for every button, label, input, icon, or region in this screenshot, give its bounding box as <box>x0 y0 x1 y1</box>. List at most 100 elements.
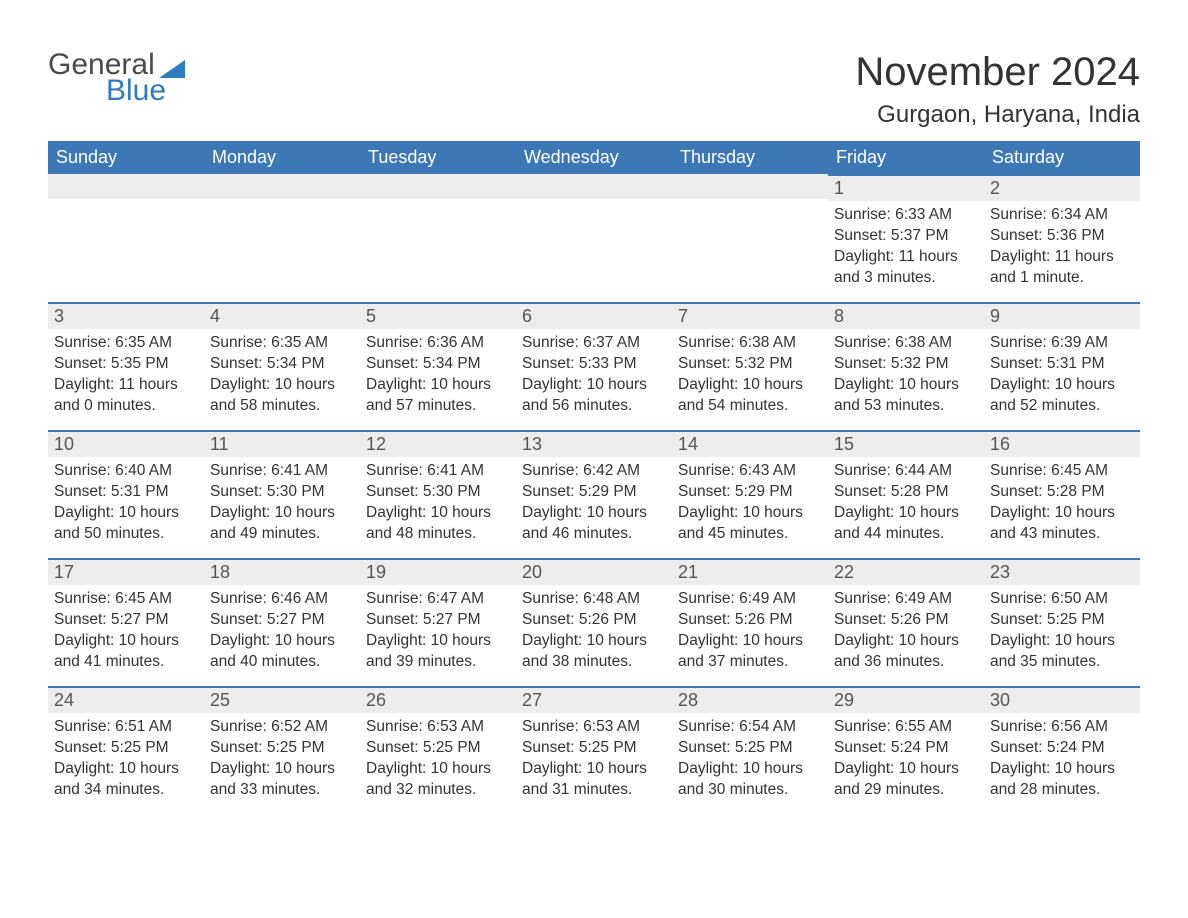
daylight-text: and 29 minutes. <box>834 780 978 801</box>
empty-day <box>672 174 828 199</box>
table-row: 10Sunrise: 6:40 AMSunset: 5:31 PMDayligh… <box>48 430 1140 558</box>
calendar-cell <box>48 174 204 302</box>
daylight-text: Daylight: 11 hours <box>54 375 198 396</box>
sunrise-text: Sunrise: 6:47 AM <box>366 589 510 610</box>
col-header: Tuesday <box>360 141 516 174</box>
sunrise-text: Sunrise: 6:45 AM <box>990 461 1134 482</box>
col-header: Thursday <box>672 141 828 174</box>
sunset-text: Sunset: 5:36 PM <box>990 226 1134 247</box>
daylight-text: Daylight: 10 hours <box>522 631 666 652</box>
day-number: 24 <box>48 686 204 713</box>
daylight-text: and 35 minutes. <box>990 652 1134 673</box>
calendar-cell: 3Sunrise: 6:35 AMSunset: 5:35 PMDaylight… <box>48 302 204 430</box>
daylight-text: Daylight: 10 hours <box>678 503 822 524</box>
empty-day <box>516 174 672 199</box>
day-data: Sunrise: 6:41 AMSunset: 5:30 PMDaylight:… <box>204 457 360 551</box>
day-data: Sunrise: 6:41 AMSunset: 5:30 PMDaylight:… <box>360 457 516 551</box>
daylight-text: and 48 minutes. <box>366 524 510 545</box>
sunrise-text: Sunrise: 6:49 AM <box>834 589 978 610</box>
day-data: Sunrise: 6:51 AMSunset: 5:25 PMDaylight:… <box>48 713 204 807</box>
sunset-text: Sunset: 5:34 PM <box>210 354 354 375</box>
day-number: 15 <box>828 430 984 457</box>
table-row: 24Sunrise: 6:51 AMSunset: 5:25 PMDayligh… <box>48 686 1140 814</box>
daylight-text: and 28 minutes. <box>990 780 1134 801</box>
day-data: Sunrise: 6:56 AMSunset: 5:24 PMDaylight:… <box>984 713 1140 807</box>
calendar-cell: 23 Sunrise: 6:50 AMSunset: 5:25 PMDayligh… <box>984 558 1140 686</box>
daylight-text: and 44 minutes. <box>834 524 978 545</box>
daylight-text: and 54 minutes. <box>678 396 822 417</box>
calendar-cell: 24Sunrise: 6:51 AMSunset: 5:25 PMDayligh… <box>48 686 204 814</box>
daylight-text: Daylight: 10 hours <box>366 375 510 396</box>
day-number: 18 <box>204 558 360 585</box>
day-number: 21 <box>672 558 828 585</box>
sunset-text: Sunset: 5:30 PM <box>210 482 354 503</box>
col-header: Monday <box>204 141 360 174</box>
sunrise-text: Sunrise: 6:50 AM <box>990 589 1134 610</box>
day-number: 25 <box>204 686 360 713</box>
table-row: 1Sunrise: 6:33 AMSunset: 5:37 PMDaylight… <box>48 174 1140 302</box>
day-data: Sunrise: 6:35 AMSunset: 5:34 PMDaylight:… <box>204 329 360 423</box>
calendar-cell: 10Sunrise: 6:40 AMSunset: 5:31 PMDayligh… <box>48 430 204 558</box>
day-number: 6 <box>516 302 672 329</box>
daylight-text: Daylight: 10 hours <box>366 759 510 780</box>
daylight-text: and 38 minutes. <box>522 652 666 673</box>
sunset-text: Sunset: 5:34 PM <box>366 354 510 375</box>
day-data: Sunrise: 6:48 AMSunset: 5:26 PMDaylight:… <box>516 585 672 679</box>
table-row: 3Sunrise: 6:35 AMSunset: 5:35 PMDaylight… <box>48 302 1140 430</box>
day-number: 4 <box>204 302 360 329</box>
day-number: 14 <box>672 430 828 457</box>
sunset-text: Sunset: 5:33 PM <box>522 354 666 375</box>
sunset-text: Sunset: 5:26 PM <box>834 610 978 631</box>
header: General Blue November 2024 Gurgaon, Hary… <box>48 50 1140 129</box>
empty-day <box>48 174 204 199</box>
day-number: 16 <box>984 430 1140 457</box>
calendar-cell: 28Sunrise: 6:54 AMSunset: 5:25 PMDayligh… <box>672 686 828 814</box>
sunrise-text: Sunrise: 6:54 AM <box>678 717 822 738</box>
day-number: 23 <box>984 558 1140 585</box>
empty-day <box>204 174 360 199</box>
daylight-text: Daylight: 10 hours <box>522 375 666 396</box>
daylight-text: and 57 minutes. <box>366 396 510 417</box>
calendar-body: 1Sunrise: 6:33 AMSunset: 5:37 PMDaylight… <box>48 174 1140 814</box>
sunrise-text: Sunrise: 6:39 AM <box>990 333 1134 354</box>
sunset-text: Sunset: 5:25 PM <box>678 738 822 759</box>
sunset-text: Sunset: 5:29 PM <box>522 482 666 503</box>
calendar-cell <box>516 174 672 302</box>
day-data: Sunrise: 6:55 AMSunset: 5:24 PMDaylight:… <box>828 713 984 807</box>
day-number: 26 <box>360 686 516 713</box>
day-data: Sunrise: 6:49 AMSunset: 5:26 PMDaylight:… <box>672 585 828 679</box>
calendar-cell <box>204 174 360 302</box>
calendar-cell: 20Sunrise: 6:48 AMSunset: 5:26 PMDayligh… <box>516 558 672 686</box>
daylight-text: Daylight: 10 hours <box>210 375 354 396</box>
day-number: 5 <box>360 302 516 329</box>
daylight-text: and 1 minute. <box>990 268 1134 289</box>
daylight-text: Daylight: 10 hours <box>834 503 978 524</box>
col-header: Friday <box>828 141 984 174</box>
daylight-text: Daylight: 10 hours <box>678 631 822 652</box>
calendar-cell: 5Sunrise: 6:36 AMSunset: 5:34 PMDaylight… <box>360 302 516 430</box>
location: Gurgaon, Haryana, India <box>855 101 1140 129</box>
day-number: 27 <box>516 686 672 713</box>
daylight-text: Daylight: 10 hours <box>990 375 1134 396</box>
calendar-cell: 29Sunrise: 6:55 AMSunset: 5:24 PMDayligh… <box>828 686 984 814</box>
calendar-cell: 2Sunrise: 6:34 AMSunset: 5:36 PMDaylight… <box>984 174 1140 302</box>
daylight-text: and 41 minutes. <box>54 652 198 673</box>
calendar-cell: 13Sunrise: 6:42 AMSunset: 5:29 PMDayligh… <box>516 430 672 558</box>
sunrise-text: Sunrise: 6:35 AM <box>210 333 354 354</box>
sunset-text: Sunset: 5:27 PM <box>210 610 354 631</box>
calendar-cell: 14Sunrise: 6:43 AMSunset: 5:29 PMDayligh… <box>672 430 828 558</box>
sunset-text: Sunset: 5:25 PM <box>990 610 1134 631</box>
sunset-text: Sunset: 5:25 PM <box>54 738 198 759</box>
daylight-text: Daylight: 10 hours <box>678 375 822 396</box>
sunrise-text: Sunrise: 6:38 AM <box>678 333 822 354</box>
daylight-text: and 0 minutes. <box>54 396 198 417</box>
calendar-cell: 12Sunrise: 6:41 AMSunset: 5:30 PMDayligh… <box>360 430 516 558</box>
daylight-text: Daylight: 10 hours <box>522 759 666 780</box>
calendar-cell: 30Sunrise: 6:56 AMSunset: 5:24 PMDayligh… <box>984 686 1140 814</box>
calendar-cell <box>672 174 828 302</box>
day-number: 9 <box>984 302 1140 329</box>
sunrise-text: Sunrise: 6:53 AM <box>366 717 510 738</box>
daylight-text: Daylight: 10 hours <box>990 631 1134 652</box>
calendar-cell: 18Sunrise: 6:46 AMSunset: 5:27 PMDayligh… <box>204 558 360 686</box>
calendar-cell: 1Sunrise: 6:33 AMSunset: 5:37 PMDaylight… <box>828 174 984 302</box>
